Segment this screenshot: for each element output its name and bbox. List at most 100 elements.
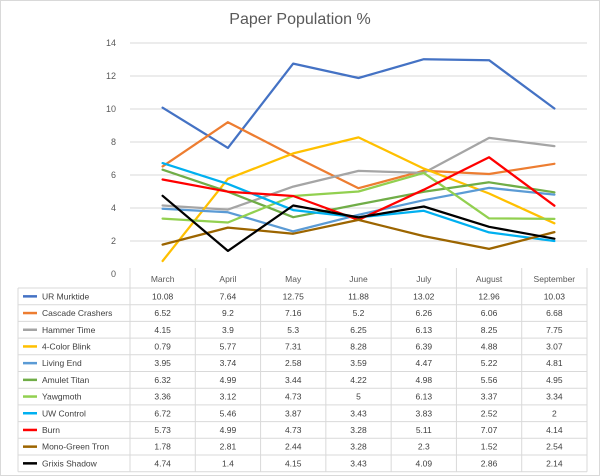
data-label: 4.73 xyxy=(285,425,302,435)
series-name: Burn xyxy=(42,425,60,435)
data-label: 6.39 xyxy=(416,341,433,351)
series-line-3 xyxy=(161,136,556,263)
data-label: 4.09 xyxy=(416,458,433,468)
x-tick-label: July xyxy=(416,274,432,284)
data-label: 3.12 xyxy=(220,392,237,402)
data-label: 3.36 xyxy=(154,392,171,402)
data-label: 2.81 xyxy=(220,442,237,452)
data-label: 3.74 xyxy=(220,358,237,368)
data-label: 6.32 xyxy=(154,375,171,385)
series-line-6 xyxy=(161,171,556,224)
data-label: 3.43 xyxy=(350,408,367,418)
y-tick-label: 10 xyxy=(106,104,116,114)
data-label: 4.73 xyxy=(285,392,302,402)
data-label: 3.95 xyxy=(154,358,171,368)
data-label: 7.07 xyxy=(481,425,498,435)
series-line-1 xyxy=(161,121,556,190)
data-label: 5.73 xyxy=(154,425,171,435)
data-label: 1.4 xyxy=(222,458,234,468)
data-label: 8.25 xyxy=(481,325,498,335)
data-label: 4.95 xyxy=(546,375,563,385)
data-label: 0.79 xyxy=(154,341,171,351)
data-label: 12.75 xyxy=(283,291,305,301)
data-label: 6.13 xyxy=(416,392,433,402)
data-label: 3.28 xyxy=(350,442,367,452)
data-label: 4.14 xyxy=(546,425,563,435)
data-label: 4.15 xyxy=(285,458,302,468)
data-label: 13.02 xyxy=(413,291,435,301)
data-label: 5.56 xyxy=(481,375,498,385)
data-label: 4.98 xyxy=(416,375,433,385)
data-label: 7.64 xyxy=(220,291,237,301)
data-label: 3.37 xyxy=(481,392,498,402)
data-label: 4.15 xyxy=(154,325,171,335)
x-tick-label: March xyxy=(151,274,175,284)
y-tick-label: 0 xyxy=(111,269,116,279)
x-tick-label: August xyxy=(476,274,503,284)
data-label: 2 xyxy=(552,408,557,418)
series-line-0 xyxy=(161,58,556,150)
series-name: Living End xyxy=(42,358,82,368)
data-label: 8.28 xyxy=(350,341,367,351)
y-tick-label: 2 xyxy=(111,236,116,246)
x-tick-label: September xyxy=(534,274,576,284)
series-line-10 xyxy=(161,194,556,253)
data-label: 5.77 xyxy=(220,341,237,351)
data-label: 4.81 xyxy=(546,358,563,368)
data-label: 2.3 xyxy=(418,442,430,452)
data-label: 10.03 xyxy=(544,291,566,301)
series-name: Cascade Crashers xyxy=(42,308,112,318)
series-name: 4-Color Blink xyxy=(42,341,91,351)
data-table: March April May June July August September UR M… xyxy=(17,268,588,473)
data-label: 6.68 xyxy=(546,308,563,318)
data-label: 2.44 xyxy=(285,442,302,452)
series-lines xyxy=(161,58,556,263)
data-label: 5.11 xyxy=(416,425,432,435)
data-label: 3.34 xyxy=(546,392,563,402)
data-label: 5.22 xyxy=(481,358,498,368)
data-label: 2.86 xyxy=(481,458,498,468)
series-name: Mono-Green Tron xyxy=(42,442,109,452)
chart-title: Paper Population % xyxy=(229,11,370,28)
series-line-2 xyxy=(161,136,556,211)
data-label: 6.72 xyxy=(154,408,171,418)
data-label: 4.22 xyxy=(350,375,367,385)
data-label: 3.44 xyxy=(285,375,302,385)
series-name: Grixis Shadow xyxy=(42,458,98,468)
data-label: 6.52 xyxy=(154,308,171,318)
data-label: 4.99 xyxy=(220,425,237,435)
data-label: 3.83 xyxy=(416,408,433,418)
data-label: 5.2 xyxy=(353,308,365,318)
data-label: 4.88 xyxy=(481,341,498,351)
data-label: 1.78 xyxy=(154,442,171,452)
data-label: 11.88 xyxy=(348,291,369,301)
data-label: 7.31 xyxy=(285,341,302,351)
data-label: 6.06 xyxy=(481,308,498,318)
data-label: 7.16 xyxy=(285,308,302,318)
x-tick-label: May xyxy=(285,274,302,284)
data-label: 3.07 xyxy=(546,341,563,351)
series-name: UW Control xyxy=(42,408,86,418)
series-line-9 xyxy=(161,218,556,251)
data-label: 5.3 xyxy=(287,325,299,335)
x-tick-label: June xyxy=(349,274,368,284)
data-label: 6.13 xyxy=(416,325,433,335)
data-label: 2.52 xyxy=(481,408,498,418)
y-tick-label: 14 xyxy=(106,38,116,48)
series-name: Yawgmoth xyxy=(42,392,82,402)
data-label: 3.9 xyxy=(222,325,234,335)
data-label: 3.59 xyxy=(350,358,367,368)
series-line-4 xyxy=(161,186,556,233)
data-label: 2.58 xyxy=(285,358,302,368)
series-name: Amulet Titan xyxy=(42,375,90,385)
data-label: 6.26 xyxy=(416,308,433,318)
data-label: 6.25 xyxy=(350,325,367,335)
data-label: 5.46 xyxy=(220,408,237,418)
data-label: 4.99 xyxy=(220,375,237,385)
data-label: 2.54 xyxy=(546,442,563,452)
y-axis-ticks: 0 2 4 6 8 10 12 14 xyxy=(106,38,116,279)
series-name: UR Murktide xyxy=(42,291,90,301)
data-label: 3.28 xyxy=(350,425,367,435)
